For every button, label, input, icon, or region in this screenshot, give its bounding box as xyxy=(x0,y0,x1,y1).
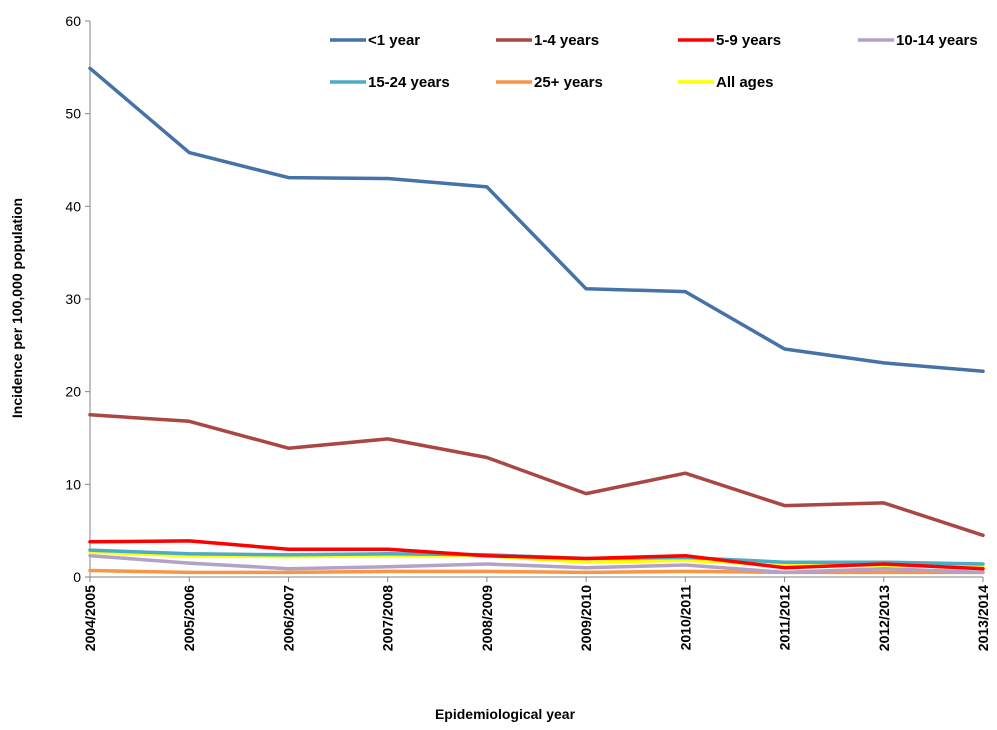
x-tick-label: 2007/2008 xyxy=(380,585,396,651)
x-tick-label: 2012/2013 xyxy=(876,585,892,651)
legend-label-1-year: <1 year xyxy=(368,32,420,49)
y-axis-title: Incidence per 100,000 population xyxy=(9,198,25,418)
axes: 0 10 20 30 40 50 60 2004/2005 2005/2006 2006/2007… xyxy=(65,13,991,651)
series-line-10-14-years xyxy=(88,553,985,575)
legend: <1 year 1-4 years 5-9 years 10-14 years 15-2… xyxy=(330,32,978,91)
x-tick-label: 2013/2014 xyxy=(975,585,991,651)
y-tick-label: 40 xyxy=(65,198,81,214)
y-tick-label: 10 xyxy=(65,476,81,492)
legend-label-10-14-years: 10-14 years xyxy=(896,32,978,49)
x-tick-label: 2011/2012 xyxy=(777,585,793,651)
y-tick-label: 30 xyxy=(65,291,81,307)
y-tick-label: 20 xyxy=(65,384,81,400)
legend-label-all-ages: All ages xyxy=(716,74,774,91)
x-tick-label: 2004/2005 xyxy=(82,585,98,651)
x-axis-title: Epidemiological year xyxy=(435,706,576,722)
x-tick-label: 2009/2010 xyxy=(578,585,594,651)
x-tick-label: 2010/2011 xyxy=(677,585,693,651)
series-layer xyxy=(88,66,985,575)
legend-label-15-24-years: 15-24 years xyxy=(368,74,450,91)
y-tick-label: 60 xyxy=(65,13,81,29)
legend-label-25-years: 25+ years xyxy=(534,74,603,91)
series-line-5-9-years xyxy=(88,539,985,571)
series-line-1-year xyxy=(88,66,985,374)
series-line-1-4-years xyxy=(88,413,985,538)
y-tick-label: 50 xyxy=(65,106,81,122)
x-tick-label: 2008/2009 xyxy=(479,585,495,651)
series-line-25-years xyxy=(88,568,985,575)
legend-label-1-4-years: 1-4 years xyxy=(534,32,599,49)
x-tick-label: 2005/2006 xyxy=(181,585,197,651)
legend-label-5-9-years: 5-9 years xyxy=(716,32,781,49)
y-tick-label: 0 xyxy=(73,569,81,585)
x-tick-label: 2006/2007 xyxy=(280,585,296,651)
